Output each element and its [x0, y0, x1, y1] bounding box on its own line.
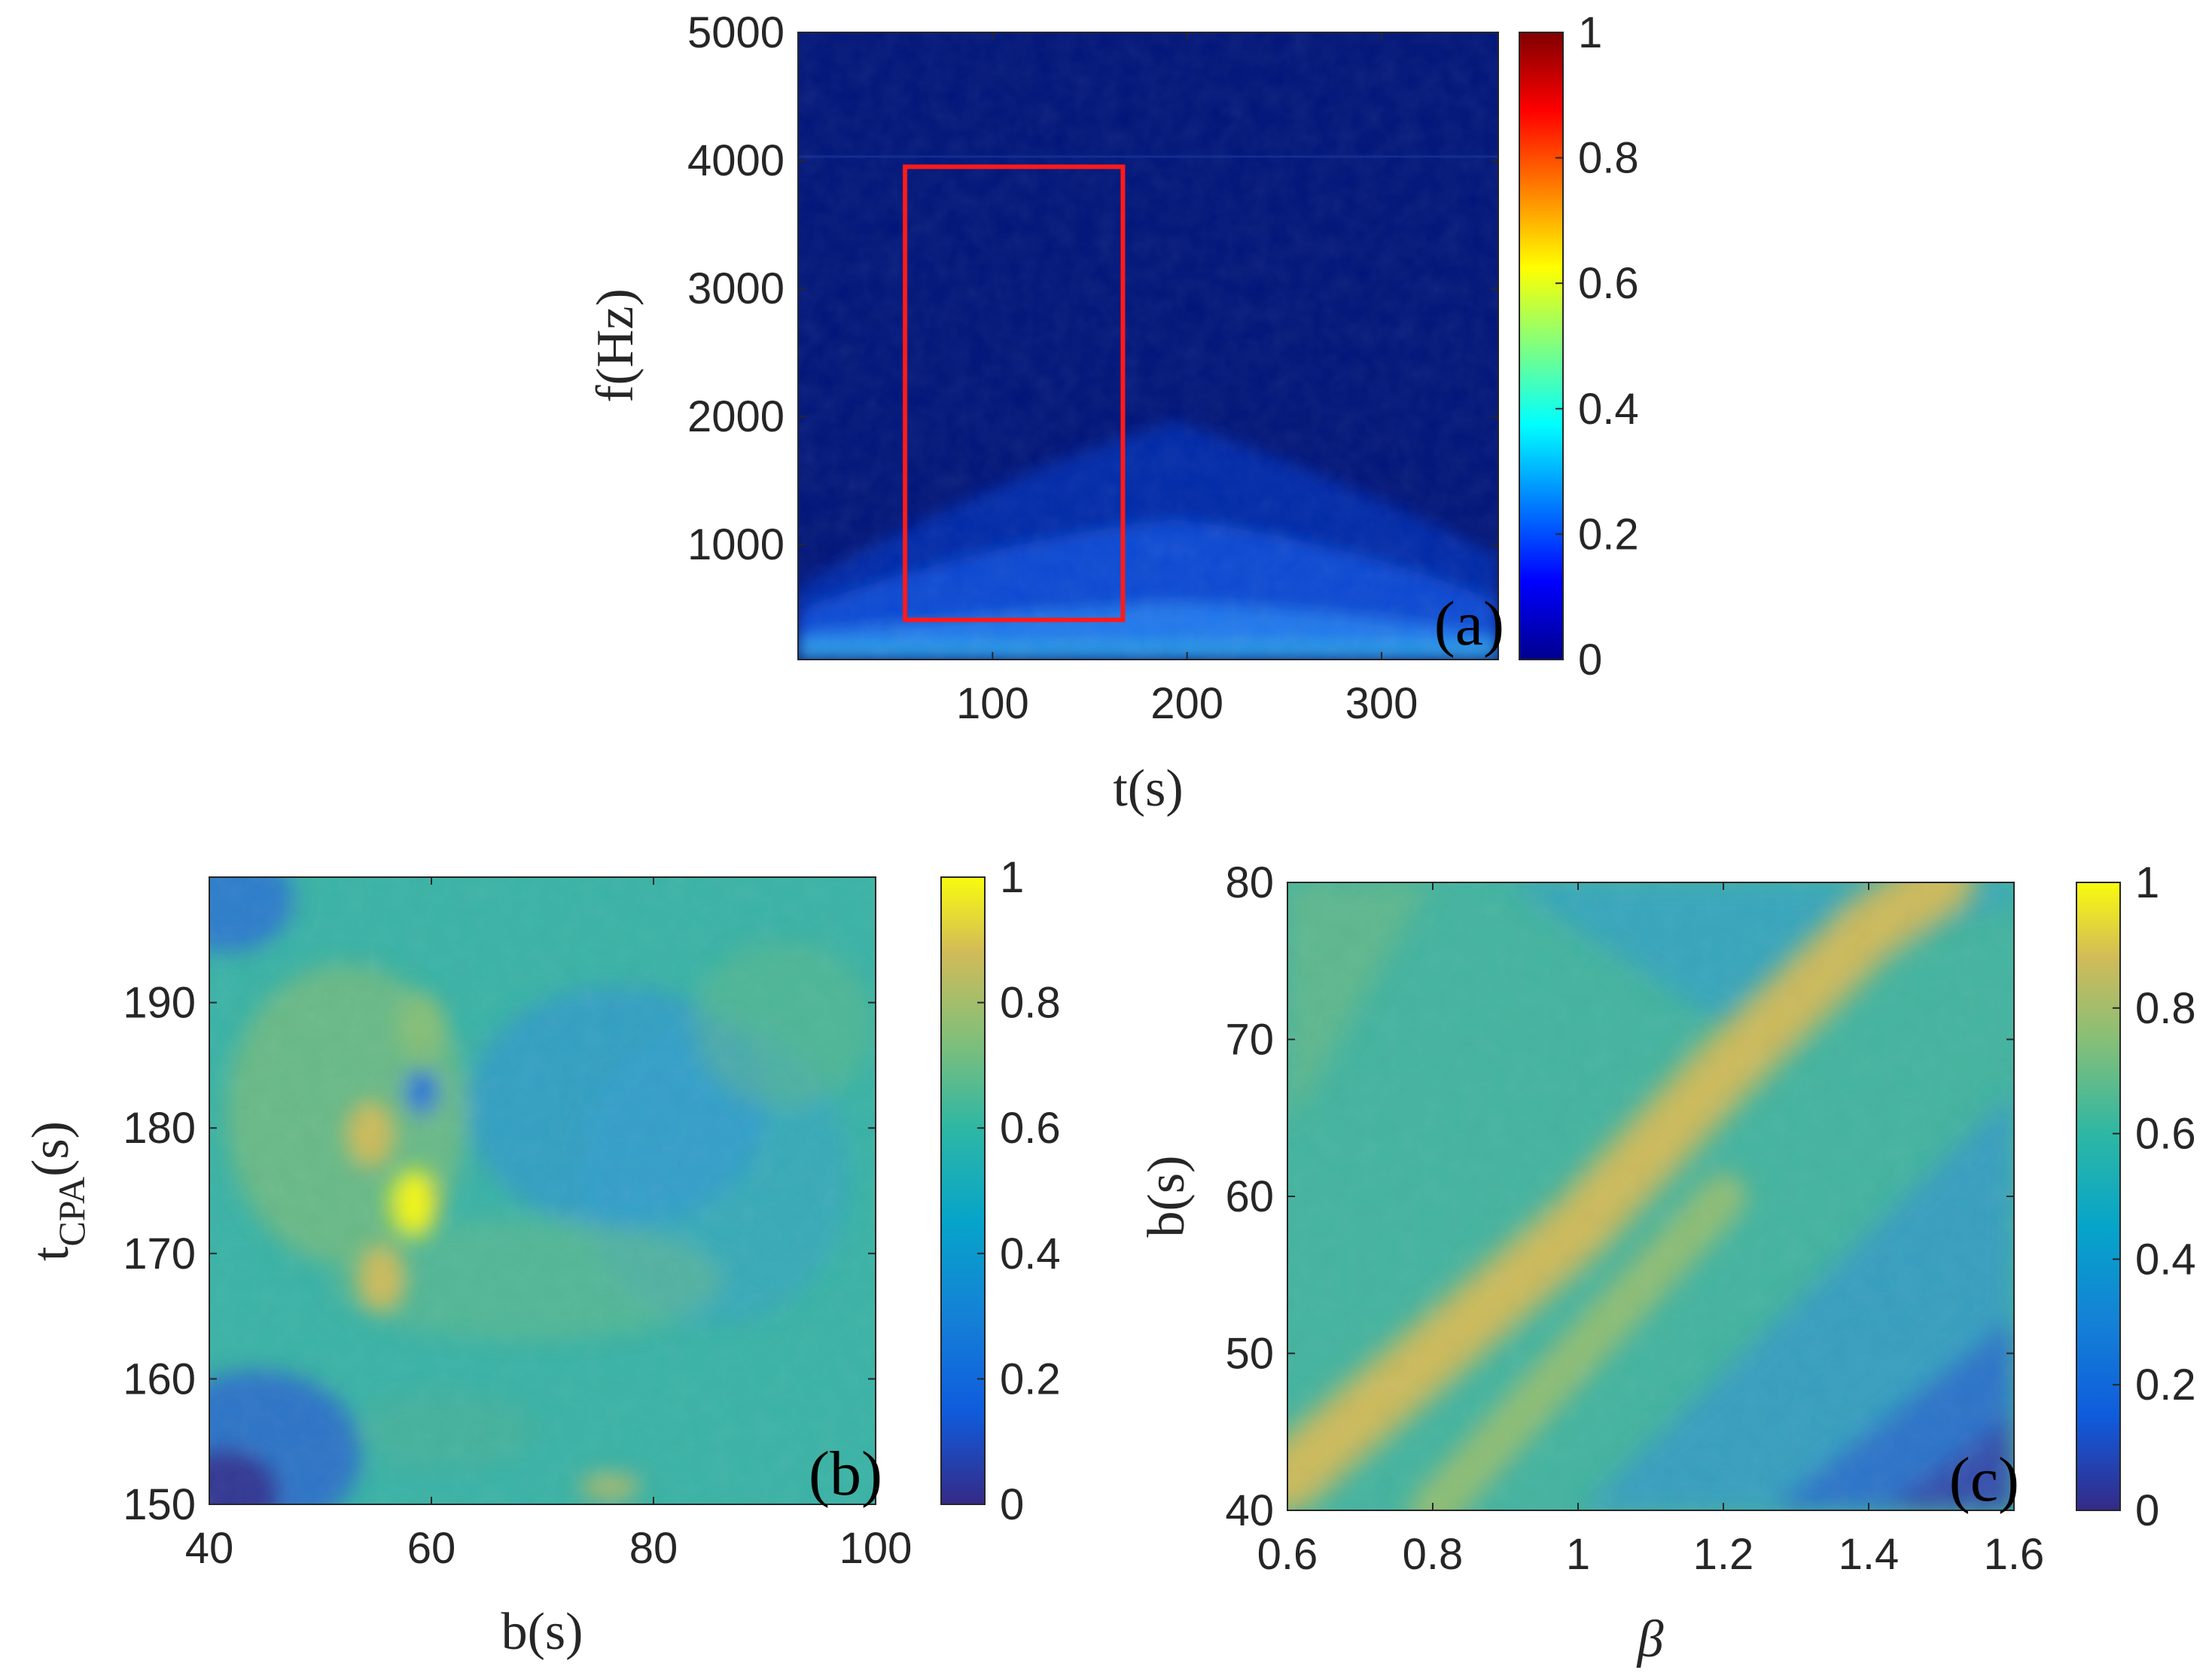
y-tick-label: 50	[1225, 1330, 1274, 1379]
panel-c-label: (c)	[1949, 1445, 2019, 1515]
x-tick-label: 100	[839, 1524, 913, 1573]
y-tick-label: 170	[123, 1230, 196, 1278]
colorbar-tick-label: 1	[1000, 853, 1024, 902]
highlight-rectangle	[903, 164, 1126, 623]
x-tick-label: 200	[1150, 679, 1223, 728]
y-tick-label: 4000	[687, 136, 785, 185]
colorbar-tick-label: 0.8	[2135, 984, 2196, 1033]
panel-c-colorbar: 0 0.2 0.4 0.6 0.8 1	[2076, 858, 2196, 1535]
ylabel-main: t	[22, 1246, 80, 1261]
colorbar-tick-label: 0.8	[1000, 979, 1061, 1028]
y-tick-label: 60	[1225, 1172, 1274, 1221]
y-tick-label: 5000	[687, 8, 785, 57]
x-tick-label: 100	[956, 679, 1029, 728]
x-tick-label: 1	[1566, 1530, 1590, 1579]
colorbar-tick-label: 0.2	[1000, 1354, 1061, 1403]
panel-c: 0.6 0.8 1 1.2 1.4 1.6 40 50 60 70 80 β b(s) (c) 0…	[1138, 858, 2196, 1668]
y-tick-label: 160	[123, 1354, 196, 1403]
svg-text:tCPA(s): tCPA(s)	[22, 1121, 93, 1261]
colorbar-tick-label: 0.2	[2135, 1361, 2196, 1409]
x-tick-label: 80	[629, 1524, 678, 1573]
panel-a: 100 200 300 1000 2000 3000 4000 5000 t(s) f(Hz…	[587, 8, 1639, 818]
panel-c-plot-area	[1287, 882, 2014, 1510]
panel-a-colorbar: 0 0.2 0.4 0.6 0.8 1	[1519, 8, 1639, 684]
colorbar-tick-label: 0	[1000, 1480, 1024, 1529]
colorbar-tick-label: 1	[1578, 8, 1602, 57]
panel-a-label: (a)	[1434, 589, 1504, 659]
panel-a-plot-area	[798, 32, 1498, 660]
x-tick-label: 1.6	[1984, 1530, 2045, 1579]
colorbar-tick-label: 0.4	[1000, 1230, 1061, 1278]
panel-c-xlabel: β	[1636, 1610, 1664, 1668]
x-tick-label: 1.4	[1839, 1530, 1900, 1579]
panel-a-xlabel: t(s)	[1113, 760, 1183, 818]
colorbar-tick-label: 0.6	[1578, 259, 1639, 308]
colorbar-tick-label: 0.4	[2135, 1235, 2196, 1284]
y-tick-label: 2000	[687, 392, 785, 441]
colorbar-tick-label: 0	[1578, 635, 1602, 684]
x-tick-label: 1.2	[1693, 1530, 1754, 1579]
x-tick-label: 60	[407, 1524, 456, 1573]
ylabel-sub: CPA	[50, 1177, 93, 1247]
panel-b-label: (b)	[809, 1439, 882, 1509]
x-tick-label: 40	[185, 1524, 234, 1573]
y-tick-label: 3000	[687, 264, 785, 313]
y-tick-label: 80	[1225, 858, 1274, 907]
panel-b-xlabel: b(s)	[501, 1603, 583, 1661]
y-tick-label: 150	[123, 1480, 196, 1529]
panel-b-colorbar: 0 0.2 0.4 0.6 0.8 1	[940, 853, 1061, 1529]
y-tick-label: 180	[123, 1104, 196, 1153]
y-tick-label: 70	[1225, 1016, 1274, 1065]
panel-b: 40 60 80 100 150 160 170 180 190 b(s) tCPA(s) (…	[22, 853, 1061, 1661]
x-tick-label: 300	[1345, 679, 1418, 728]
x-tick-label: 0.8	[1403, 1530, 1464, 1579]
panel-c-ylabel: b(s)	[1138, 1156, 1196, 1238]
panel-b-ylabel: tCPA(s)	[22, 1121, 93, 1261]
colorbar-tick-label: 1	[2135, 858, 2159, 907]
y-tick-label: 190	[123, 979, 196, 1028]
y-tick-label: 1000	[687, 520, 785, 569]
panel-a-ylabel: f(Hz)	[587, 288, 644, 403]
y-tick-label: 40	[1225, 1486, 1274, 1535]
colorbar-tick-label: 0	[2135, 1486, 2159, 1535]
colorbar-tick-label: 0.8	[1578, 134, 1639, 183]
ylabel-suffix: (s)	[22, 1121, 80, 1177]
colorbar-tick-label: 0.6	[2135, 1110, 2196, 1159]
panel-b-plot-area	[209, 877, 876, 1504]
colorbar-tick-label: 0.2	[1578, 510, 1639, 559]
colorbar-tick-label: 0.6	[1000, 1104, 1061, 1153]
x-tick-label: 0.6	[1257, 1530, 1318, 1579]
colorbar-tick-label: 0.4	[1578, 385, 1639, 434]
